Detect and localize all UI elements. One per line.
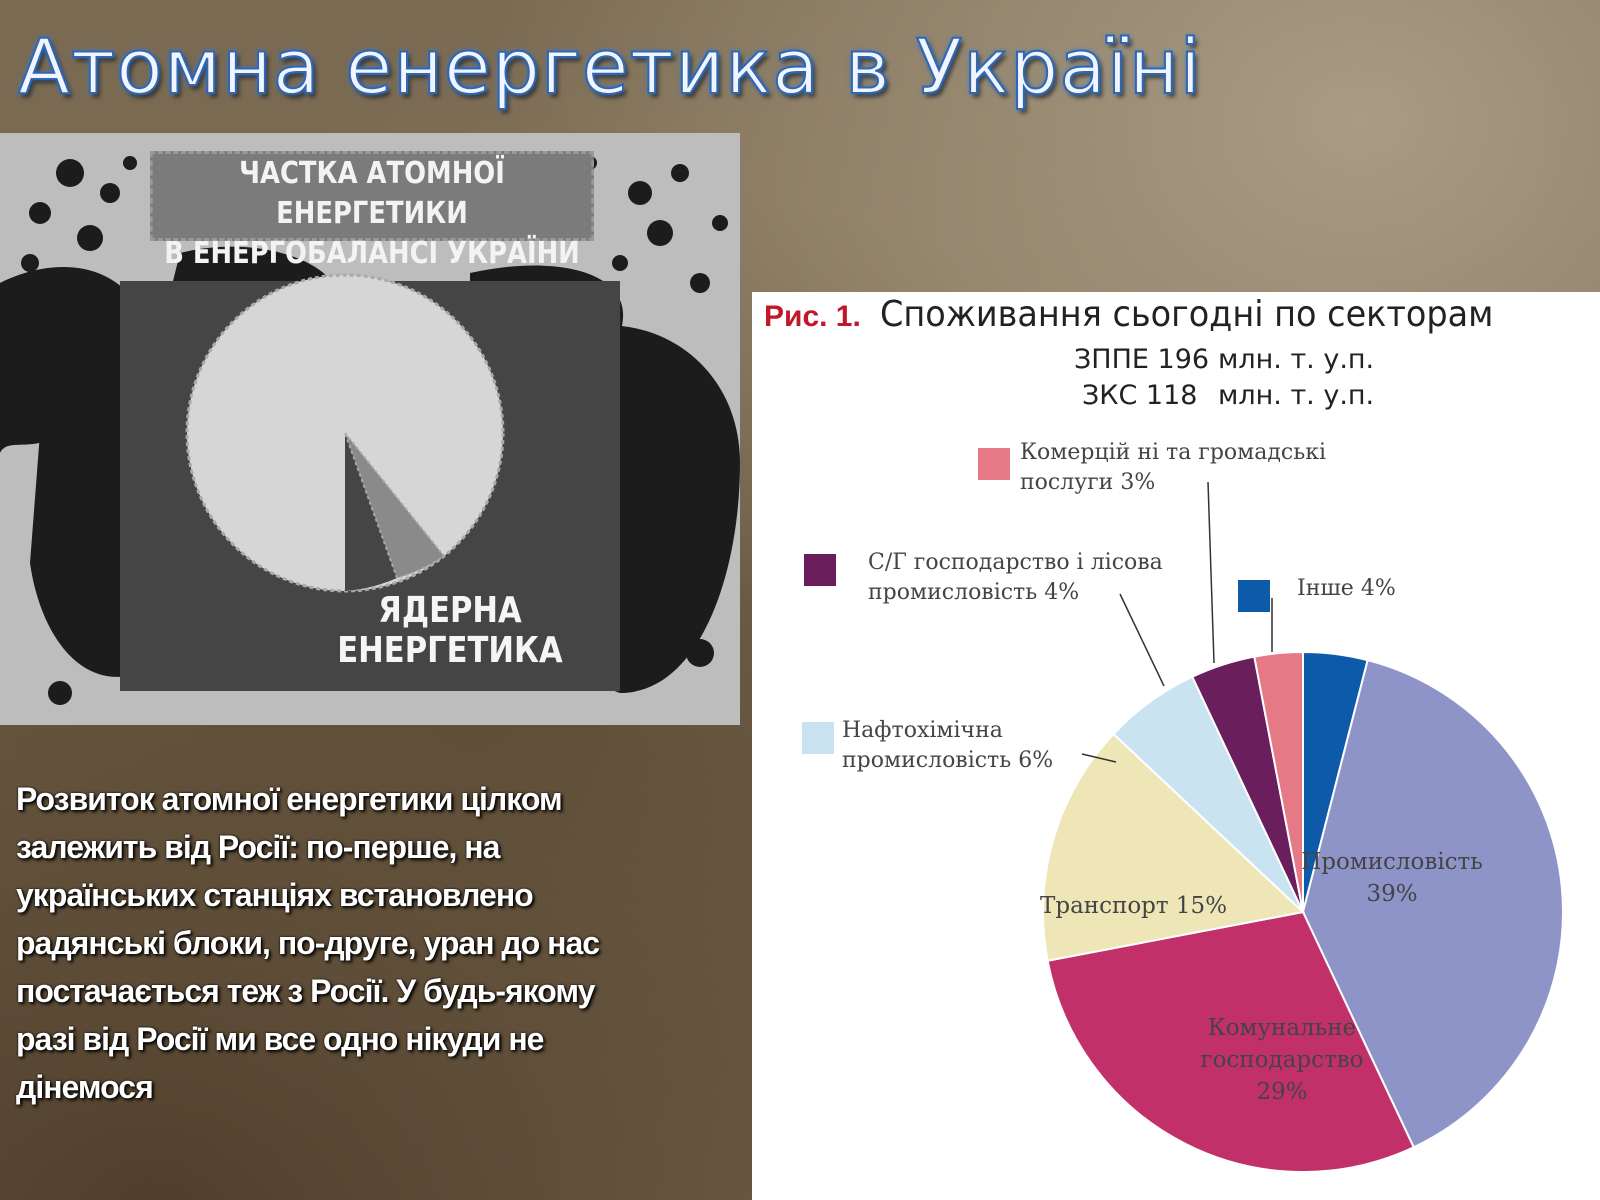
pie-chart	[802, 448, 1564, 1173]
body-text: Розвиток атомної енергетики цілком залеж…	[16, 781, 600, 1105]
slice-label-line: 39%	[1366, 881, 1418, 907]
figure-label: Рис. 1.	[764, 300, 861, 333]
nuclear-share-pie	[185, 273, 505, 593]
stat-zppe-unit: млн. т. у.п.	[1218, 344, 1375, 375]
slice-label-line: 29%	[1256, 1079, 1308, 1105]
stat-zppe-label: ЗППЕ 196	[1074, 344, 1210, 375]
slice-label-line: Інше 4%	[1297, 576, 1396, 601]
pie-slice	[1042, 732, 1306, 962]
pie-dark-wedge	[345, 433, 397, 591]
slice-label: Комунальне господарство 29%	[1172, 1012, 1392, 1108]
poster-caption-line2: В ЕНЕРГОБАЛАНСІ УКРАЇНИ	[164, 236, 580, 271]
stat-zks-unit: млн. т. у.п.	[1218, 380, 1375, 411]
slice-label-line: Промисловість	[1301, 849, 1483, 875]
nuclear-share-poster: ЧАСТКА АТОМНОЇ ЕНЕРГЕТИКИ В ЕНЕРГОБАЛАНС…	[0, 133, 740, 725]
pie-slice	[1046, 910, 1416, 1173]
slice-label: Транспорт 15%	[1040, 890, 1227, 922]
slice-label: Інше 4%	[1297, 574, 1396, 604]
poster-label-line2: ЕНЕРГЕТИКА	[337, 630, 563, 671]
slice-label-line: Нафтохімічна	[842, 718, 1003, 743]
slice-label-line: С/Г господарство і лісова	[868, 550, 1163, 575]
slice-label: Промисловість 39%	[1272, 846, 1512, 910]
legend-swatch	[1238, 580, 1270, 612]
leader-line	[1207, 481, 1215, 664]
poster-caption: ЧАСТКА АТОМНОЇ ЕНЕРГЕТИКИ В ЕНЕРГОБАЛАНС…	[150, 151, 594, 271]
stat-zks-label: ЗКС 118	[1082, 380, 1198, 411]
pie-slice	[1301, 658, 1564, 1149]
slice-label-line: послуги 3%	[1020, 470, 1156, 495]
slice-label-line: господарство	[1200, 1047, 1364, 1073]
slice-label: Нафтохімічна промисловість 6%	[842, 716, 1053, 776]
leader-line	[1081, 753, 1117, 763]
chart-title: Споживання сьогодні по секторам	[880, 294, 1494, 335]
slice-label: Комерцій ні та громадські послуги 3%	[1020, 438, 1326, 498]
legend-swatch	[802, 722, 834, 754]
slice-label-line: промисловість 4%	[868, 580, 1080, 605]
poster-nuclear-label: ЯДЕРНА ЕНЕРГЕТИКА	[323, 591, 578, 671]
pie-slice	[1253, 650, 1304, 913]
leader-line	[1119, 593, 1165, 687]
poster-label-line1: ЯДЕРНА	[378, 590, 522, 631]
legend-swatch	[804, 554, 836, 586]
poster-caption-line1: ЧАСТКА АТОМНОЇ ЕНЕРГЕТИКИ	[239, 156, 505, 231]
slice-label: С/Г господарство і лісова промисловість 4…	[868, 548, 1163, 608]
legend-swatch	[978, 448, 1010, 480]
slide-title: Атомна енергетика в Україні	[17, 21, 1202, 112]
consumption-chart-panel: Рис. 1. Споживання сьогодні по секторам …	[752, 292, 1600, 1200]
pie-nuclear-wedge	[344, 432, 446, 580]
slice-label-line: промисловість 6%	[842, 748, 1054, 773]
slice-label-line: Транспорт 15%	[1040, 893, 1228, 919]
slice-label-line: Комерцій ні та громадські	[1020, 440, 1327, 465]
slice-label-line: Комунальне	[1207, 1015, 1357, 1041]
